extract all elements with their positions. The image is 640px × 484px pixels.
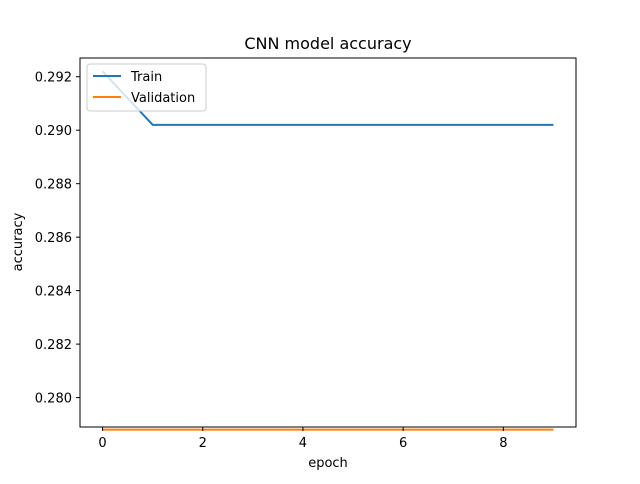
y-tick-label: 0.288 (35, 178, 72, 193)
x-tick-label: 2 (199, 436, 207, 451)
x-tick-label: 4 (299, 436, 307, 451)
x-tick-label: 6 (399, 436, 407, 451)
x-axis-ticks: 0 2 4 6 8 (98, 427, 507, 451)
y-tick-label: 0.292 (35, 71, 72, 86)
x-axis-label: epoch (308, 456, 348, 471)
y-axis-label: accuracy (11, 212, 26, 271)
legend-label-validation: Validation (131, 91, 195, 106)
y-tick-label: 0.282 (35, 338, 72, 353)
y-tick-label: 0.284 (35, 285, 72, 300)
y-axis-ticks: 0.280 0.282 0.284 0.286 0.288 0.290 0.292 (35, 71, 80, 407)
legend: Train Validation (86, 63, 207, 112)
series-layer (101, 70, 554, 431)
chart-title: CNN model accuracy (244, 34, 411, 53)
legend-label-train: Train (130, 70, 162, 85)
y-tick-label: 0.280 (35, 392, 72, 407)
plot-frame (79, 57, 577, 428)
y-tick-label: 0.290 (35, 124, 72, 139)
series-line-train (101, 70, 554, 126)
y-tick-label: 0.286 (35, 231, 72, 246)
x-tick-label: 8 (499, 436, 507, 451)
x-tick-label: 0 (98, 436, 106, 451)
